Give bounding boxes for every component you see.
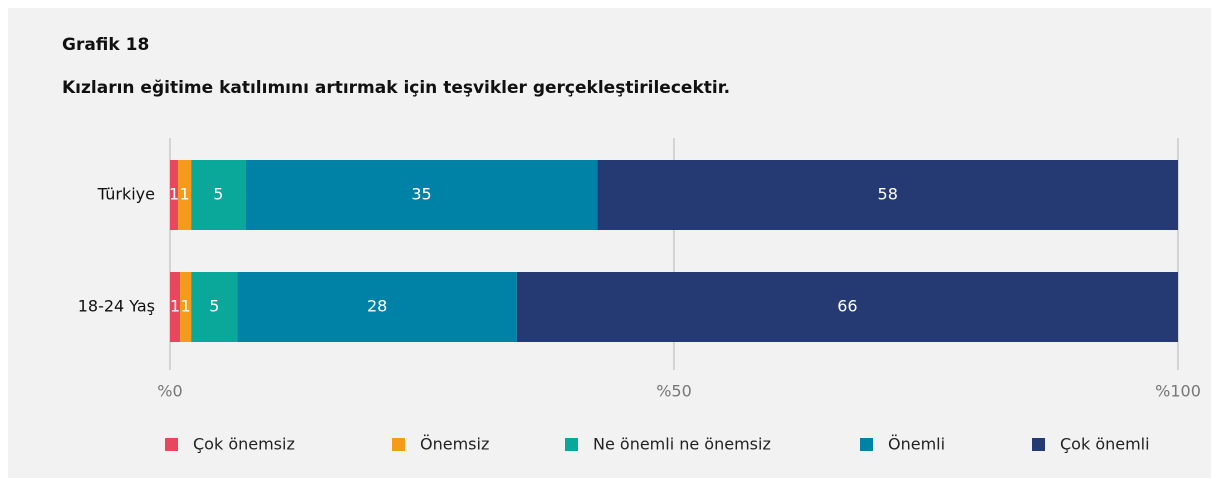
bar-segment <box>178 160 192 230</box>
x-tick-label: %100 <box>1155 382 1201 401</box>
panel <box>8 8 1211 478</box>
data-label: 1 <box>170 297 180 316</box>
bar-segment <box>170 160 179 230</box>
bar-segment <box>191 272 238 342</box>
legend-label: Çok önemsiz <box>193 435 295 454</box>
bar-segment <box>597 160 1178 230</box>
y-tick-label: Türkiye <box>97 185 155 204</box>
x-tick-label: %50 <box>656 382 692 401</box>
legend-label: Önemsiz <box>420 435 489 454</box>
legend-swatch <box>860 438 873 451</box>
data-label: 5 <box>209 297 219 316</box>
legend-swatch <box>392 438 405 451</box>
bar-segment <box>180 272 192 342</box>
bar-segment <box>170 272 181 342</box>
legend-swatch <box>165 438 178 451</box>
legend-label: Çok önemli <box>1060 435 1150 454</box>
bar-segment <box>245 160 598 230</box>
x-tick-label: %0 <box>157 382 182 401</box>
legend-swatch <box>1032 438 1045 451</box>
data-label: 1 <box>180 185 190 204</box>
data-label: 35 <box>411 185 431 204</box>
legend-swatch <box>565 438 578 451</box>
data-label: 1 <box>169 185 179 204</box>
bar-segment <box>191 160 246 230</box>
chart-subtitle: Kızların eğitime katılımını artırmak içi… <box>62 78 730 98</box>
chart-title: Grafik 18 <box>62 35 149 55</box>
y-tick-label: 18-24 Yaş <box>78 297 155 316</box>
data-label: 28 <box>367 297 387 316</box>
legend-label: Önemli <box>888 435 945 454</box>
legend-label: Ne önemli ne önemsiz <box>593 435 771 454</box>
bar-segment <box>516 272 1178 342</box>
data-label: 58 <box>878 185 898 204</box>
bar-segment <box>237 272 517 342</box>
data-label: 1 <box>181 297 191 316</box>
data-label: 5 <box>213 185 223 204</box>
data-label: 66 <box>837 297 857 316</box>
